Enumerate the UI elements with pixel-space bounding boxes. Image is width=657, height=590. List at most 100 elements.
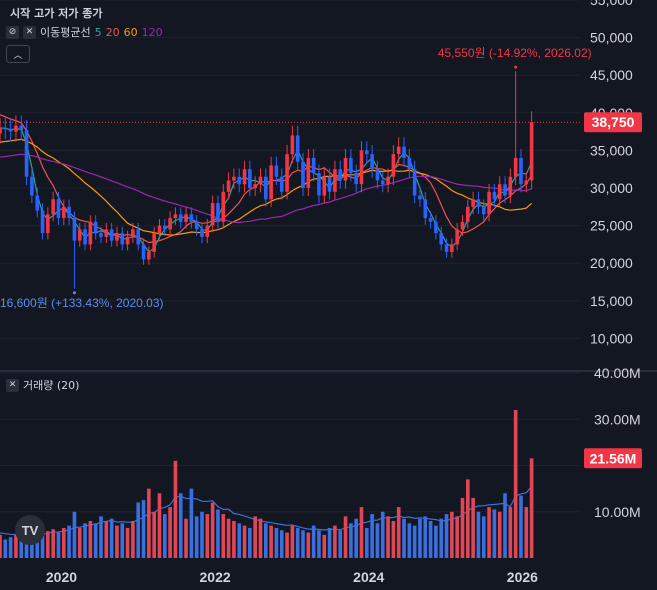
volume-bar <box>19 535 24 558</box>
volume-bar <box>359 507 364 558</box>
candle-body <box>120 233 125 245</box>
candle-body <box>200 229 204 237</box>
collapse-legend-button[interactable]: ︿ <box>6 45 30 63</box>
volume-bar <box>519 495 523 558</box>
volume-tick-label: 30.00M <box>594 411 641 427</box>
candle-body <box>343 157 348 181</box>
candle-body <box>418 195 422 200</box>
volume-bar <box>295 527 300 558</box>
close-icon[interactable]: ✕ <box>23 25 36 39</box>
volume-label: 거래량 (20) <box>23 379 80 392</box>
volume-bar <box>14 534 18 558</box>
candle-body <box>524 180 529 185</box>
candle-body <box>184 214 188 222</box>
volume-bar <box>476 511 481 558</box>
volume-bar <box>370 514 374 558</box>
volume-bar <box>162 514 167 558</box>
price-tick-label: 35,000 <box>590 142 633 158</box>
volume-bar <box>279 530 284 558</box>
volume-bar <box>391 521 396 558</box>
candle-body <box>274 165 279 177</box>
candle-body <box>423 199 428 219</box>
volume-bar <box>173 460 178 558</box>
volume-bar <box>263 523 268 558</box>
time-tick-label: 2026 <box>507 569 538 585</box>
candle-body <box>434 221 438 234</box>
candle-body <box>279 176 284 192</box>
volume-bar <box>216 509 220 558</box>
last-volume-label: 21.56M <box>590 450 637 466</box>
candle-body <box>402 146 406 158</box>
candle-body <box>460 221 465 230</box>
volume-bar <box>200 511 204 558</box>
volume-bar <box>418 518 422 558</box>
volume-bar <box>508 507 513 558</box>
volume-bar <box>46 531 50 558</box>
volume-bar <box>322 534 327 558</box>
candle-body <box>391 154 396 177</box>
candle-body <box>40 210 45 234</box>
volume-bar <box>40 530 45 558</box>
volume-bar <box>253 516 257 558</box>
candle-body <box>407 157 412 170</box>
candle-body <box>471 199 475 207</box>
volume-bar <box>343 516 348 558</box>
volume-bar <box>513 410 518 558</box>
price-tick-label: 30,000 <box>590 180 633 196</box>
volume-bar <box>455 516 459 558</box>
candle-body <box>450 244 454 252</box>
volume-bar <box>72 511 77 558</box>
volume-bar <box>503 493 507 558</box>
time-tick-label: 2022 <box>200 569 231 585</box>
candle-body <box>263 176 268 200</box>
candle-body <box>269 165 273 200</box>
candle-body <box>476 199 481 207</box>
eye-off-icon[interactable]: ⊘ <box>6 25 19 39</box>
volume-bar <box>407 523 412 558</box>
candle-body <box>46 214 50 234</box>
candle-body <box>152 233 156 252</box>
candle-body <box>115 233 119 241</box>
candle-body <box>93 221 98 234</box>
candle-body <box>481 206 486 215</box>
volume-bar <box>364 527 369 558</box>
volume-bar <box>67 525 71 558</box>
candle-body <box>513 157 518 177</box>
volume-bar <box>444 514 449 558</box>
time-tick-label: 2024 <box>353 569 384 585</box>
volume-bar <box>93 523 98 558</box>
candle-body <box>237 176 242 185</box>
candle-body <box>338 169 343 181</box>
candle-body <box>178 214 183 222</box>
volume-bar <box>338 530 343 558</box>
volume-bar <box>131 521 135 558</box>
volume-legend: ✕ 거래량 (20) <box>6 377 79 393</box>
candle-body <box>466 206 470 222</box>
candle-body <box>205 225 210 237</box>
volume-bar <box>3 539 8 558</box>
candle-body <box>83 229 87 245</box>
volume-bar <box>333 525 337 558</box>
price-tick-label: 10,000 <box>590 330 633 346</box>
volume-bar <box>497 511 502 558</box>
close-icon[interactable]: ✕ <box>6 378 19 392</box>
volume-bar <box>396 507 401 558</box>
candle-body <box>67 206 71 219</box>
time-axis: 2020 2022 2024 2026 <box>46 569 538 585</box>
volume-bar <box>120 523 125 558</box>
candle-body <box>221 191 226 222</box>
candle-body <box>258 176 263 185</box>
candle-body <box>285 154 289 192</box>
volume-bar <box>248 527 252 558</box>
volume-bar <box>56 532 61 558</box>
volume-bar <box>386 516 390 558</box>
price-axis: 10,00015,00020,00025,00030,00035,00040,0… <box>590 0 633 346</box>
volume-bar <box>77 527 82 558</box>
candle-body <box>439 233 444 245</box>
price-tick-label: 15,000 <box>590 293 633 309</box>
max-marker <box>514 65 518 69</box>
volume-bar <box>51 529 55 558</box>
candle-body <box>194 221 199 230</box>
candle-body <box>210 203 215 226</box>
